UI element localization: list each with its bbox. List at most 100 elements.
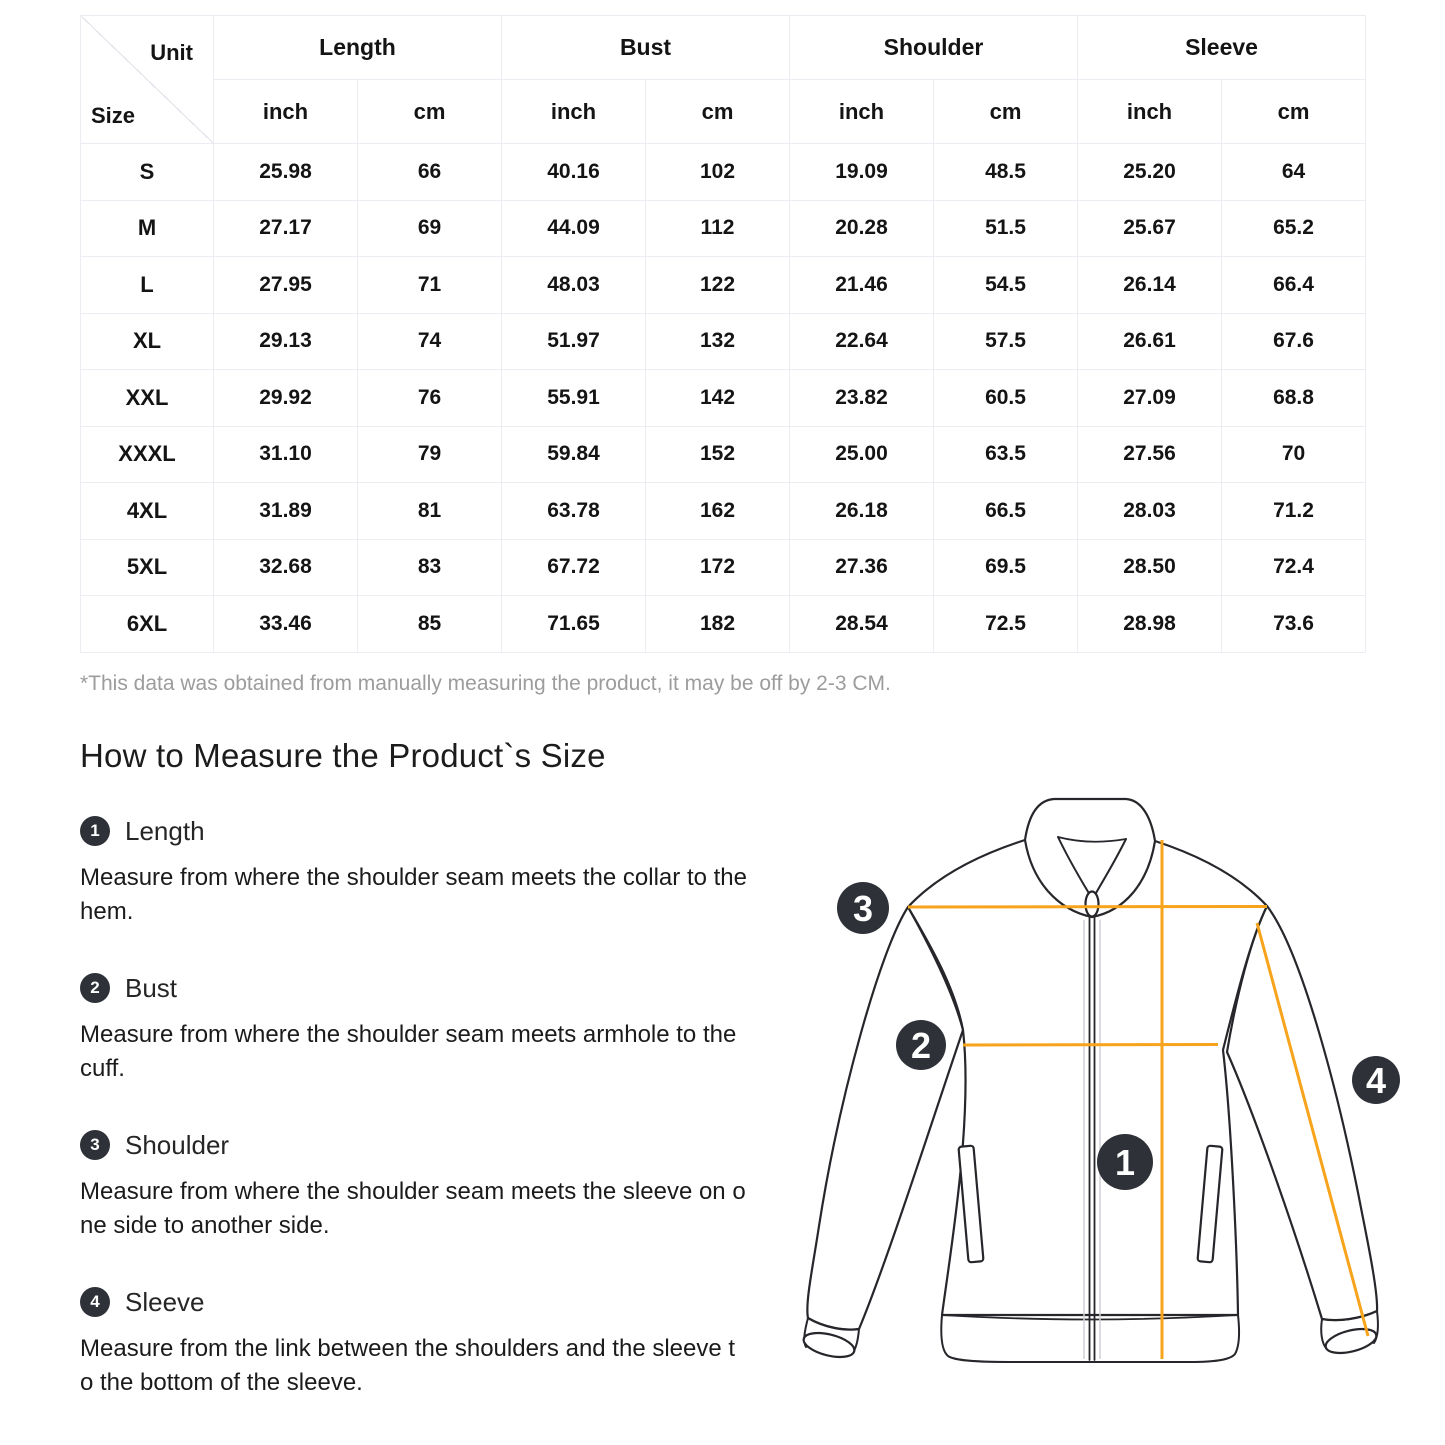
measurement-line-shoulder bbox=[907, 905, 1268, 909]
table-row: 5XL 32.68 83 67.72 172 27.36 69.5 28.50 72.4 bbox=[80, 538, 1367, 596]
measurement-cell: 26.61 bbox=[1077, 312, 1223, 370]
group-header-row: Unit Size Length Bust Shoulder Sleeve bbox=[80, 15, 1367, 144]
step-label: Shoulder bbox=[125, 1129, 230, 1160]
jacket-zipper bbox=[1088, 916, 1096, 1361]
measurement-cell: 85 bbox=[357, 595, 502, 653]
table-row: S 25.98 66 40.16 102 19.09 48.5 25.20 64 bbox=[80, 143, 1367, 201]
measurement-cell: 112 bbox=[645, 199, 790, 257]
measurement-cell: 79 bbox=[357, 425, 502, 483]
corner-cell: Unit Size bbox=[80, 15, 214, 144]
measurement-cell: 31.89 bbox=[213, 482, 358, 540]
column-group-bust: Bust bbox=[501, 15, 790, 80]
measurement-cell: 162 bbox=[645, 482, 790, 540]
jacket-measurement-diagram: 3 2 1 4 bbox=[795, 788, 1445, 1408]
jacket-left-sleeve bbox=[806, 905, 965, 1331]
size-label: L bbox=[80, 256, 214, 314]
table-row: M 27.17 69 44.09 112 20.28 51.5 25.67 65.2 bbox=[80, 199, 1367, 257]
measurement-cell: 66 bbox=[357, 143, 502, 201]
measurement-cell: 27.56 bbox=[1077, 425, 1223, 483]
measurement-cell: 68.8 bbox=[1221, 369, 1367, 427]
measurement-cell: 122 bbox=[645, 256, 790, 314]
corner-size-label: Size bbox=[91, 103, 136, 128]
measurement-cell: 23.82 bbox=[789, 369, 934, 427]
diagram-badge-1-number: 1 bbox=[1115, 1142, 1135, 1183]
step-description: Measure from where the shoulder seam mee… bbox=[80, 864, 747, 925]
unit-header: cm bbox=[932, 79, 1079, 144]
measurement-cell: 60.5 bbox=[932, 369, 1079, 427]
measurement-cell: 28.50 bbox=[1077, 538, 1223, 596]
jacket-collar-back-seam bbox=[1057, 836, 1127, 843]
jacket-collar bbox=[1023, 797, 1157, 919]
measurement-cell: 29.92 bbox=[213, 369, 358, 427]
measurement-cell: 83 bbox=[357, 538, 502, 596]
unit-header: cm bbox=[357, 79, 502, 144]
table-row: 4XL 31.89 81 63.78 162 26.18 66.5 28.03 71.2 bbox=[80, 482, 1367, 540]
step-description: Measure from the link between the should… bbox=[80, 1335, 736, 1396]
measurement-cell: 32.68 bbox=[213, 538, 358, 596]
measurement-cell: 72.4 bbox=[1221, 538, 1367, 596]
unit-header-row: inch cm inch cm inch cm inch cm bbox=[81, 79, 1367, 144]
measure-instructions-list: 1 Length Measure from where the shoulder s… bbox=[80, 815, 790, 1443]
step-number-badge: 4 bbox=[80, 1287, 110, 1317]
measure-item-header: 4 Sleeve bbox=[80, 1286, 790, 1318]
jacket-diagram-svg: 3 2 1 4 bbox=[802, 797, 1400, 1363]
measurement-cell: 71.2 bbox=[1221, 482, 1367, 540]
step-description: Measure from where the shoulder seam mee… bbox=[80, 1021, 737, 1082]
table-row: 6XL 33.46 85 71.65 182 28.54 72.5 28.98 73.6 bbox=[80, 595, 1367, 653]
corner-unit-label: Unit bbox=[150, 40, 193, 65]
measurement-cell: 28.54 bbox=[789, 595, 934, 653]
measurement-cell: 28.03 bbox=[1077, 482, 1223, 540]
measurement-cell: 59.84 bbox=[501, 425, 646, 483]
measurement-cell: 25.98 bbox=[213, 143, 358, 201]
diagram-badge-3-number: 3 bbox=[853, 888, 873, 929]
measurement-cell: 69 bbox=[357, 199, 502, 257]
measurement-cell: 27.95 bbox=[213, 256, 358, 314]
measurement-cell: 29.13 bbox=[213, 312, 358, 370]
measurement-cell: 31.10 bbox=[213, 425, 358, 483]
measurement-cell: 27.09 bbox=[1077, 369, 1223, 427]
jacket-right-sleeve bbox=[1225, 904, 1379, 1322]
measurement-cell: 70 bbox=[1221, 425, 1367, 483]
unit-header: cm bbox=[645, 79, 790, 144]
measurement-cell: 67.6 bbox=[1221, 312, 1367, 370]
section-title: How to Measure the Product`s Size bbox=[80, 737, 606, 774]
measurement-cell: 54.5 bbox=[932, 256, 1079, 314]
diagram-badge-3 bbox=[837, 882, 889, 934]
measurement-cell: 63.5 bbox=[932, 425, 1079, 483]
step-description: Measure from where the shoulder seam mee… bbox=[80, 1178, 746, 1239]
measurement-cell: 27.36 bbox=[789, 538, 934, 596]
measure-item-header: 3 Shoulder bbox=[80, 1129, 790, 1161]
column-group-length: Length bbox=[213, 15, 502, 80]
column-group-shoulder: Shoulder bbox=[788, 15, 1079, 80]
table-row: XXL 29.92 76 55.91 142 23.82 60.5 27.09 68.8 bbox=[80, 369, 1367, 427]
unit-header: inch bbox=[501, 79, 646, 144]
measurement-cell: 76 bbox=[357, 369, 502, 427]
measurement-cell: 48.03 bbox=[501, 256, 646, 314]
jacket-left-pocket bbox=[957, 1144, 985, 1264]
measure-item-bust: 2 Bust Measure from where the shoulder sea… bbox=[80, 972, 790, 1086]
unit-header: cm bbox=[1221, 79, 1367, 144]
measurement-cell: 51.97 bbox=[501, 312, 646, 370]
measure-item-length: 1 Length Measure from where the shoulder s… bbox=[80, 815, 790, 929]
measurement-cell: 55.91 bbox=[501, 369, 646, 427]
measurement-line-sleeve bbox=[1255, 922, 1370, 1337]
table-row: L 27.95 71 48.03 122 21.46 54.5 26.14 66.4 bbox=[80, 256, 1367, 314]
measure-item-sleeve: 4 Sleeve Measure from the link between the… bbox=[80, 1286, 790, 1400]
measurement-cell: 71.65 bbox=[501, 595, 646, 653]
measurement-line-bust bbox=[962, 1043, 1219, 1047]
measurement-cell: 33.46 bbox=[213, 595, 358, 653]
measurement-cell: 64 bbox=[1221, 143, 1367, 201]
size-label: M bbox=[80, 199, 214, 257]
size-label: XL bbox=[80, 312, 214, 370]
measurement-cell: 25.67 bbox=[1077, 199, 1223, 257]
step-label: Length bbox=[125, 815, 205, 846]
step-number-badge: 1 bbox=[80, 816, 110, 846]
step-number-badge: 3 bbox=[80, 1130, 110, 1160]
measurement-cell: 152 bbox=[645, 425, 790, 483]
measurement-cell: 25.20 bbox=[1077, 143, 1223, 201]
diagram-badge-4 bbox=[1352, 1056, 1400, 1104]
measurement-cell: 25.00 bbox=[789, 425, 934, 483]
measurement-cell: 40.16 bbox=[501, 143, 646, 201]
table-row: XXXL 31.10 79 59.84 152 25.00 63.5 27.56 70 bbox=[80, 425, 1367, 483]
size-chart-table: Unit Size Length Bust Shoulder Sleeve in… bbox=[80, 15, 1367, 653]
